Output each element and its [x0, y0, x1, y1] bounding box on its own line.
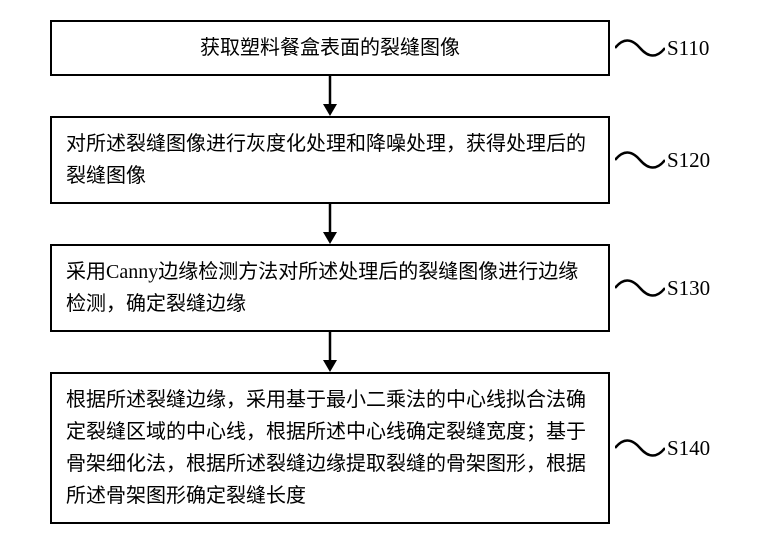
- arrow-down-icon: [320, 76, 340, 116]
- step-text: 采用Canny边缘检测方法对所述处理后的裂缝图像进行边缘检测，确定裂缝边缘: [66, 261, 578, 315]
- arrow-wrap: [50, 332, 610, 372]
- connector-wave-icon: [615, 433, 665, 463]
- step-label: S120: [667, 148, 710, 173]
- step-row: 对所述裂缝图像进行灰度化处理和降噪处理，获得处理后的裂缝图像 S120: [50, 116, 730, 204]
- label-wrap: S140: [615, 433, 710, 463]
- label-wrap: S120: [615, 145, 710, 175]
- connector-wave-icon: [615, 33, 665, 63]
- step-row: 根据所述裂缝边缘，采用基于最小二乘法的中心线拟合法确定裂缝区域的中心线，根据所述…: [50, 372, 730, 524]
- arrow-wrap: [50, 204, 610, 244]
- label-wrap: S130: [615, 273, 710, 303]
- step-box-s110: 获取塑料餐盒表面的裂缝图像: [50, 20, 610, 76]
- step-row: 获取塑料餐盒表面的裂缝图像 S110: [50, 20, 730, 76]
- step-row: 采用Canny边缘检测方法对所述处理后的裂缝图像进行边缘检测，确定裂缝边缘 S1…: [50, 244, 730, 332]
- label-wrap: S110: [615, 33, 709, 63]
- step-text: 获取塑料餐盒表面的裂缝图像: [200, 37, 460, 59]
- step-box-s120: 对所述裂缝图像进行灰度化处理和降噪处理，获得处理后的裂缝图像: [50, 116, 610, 204]
- arrow-wrap: [50, 76, 610, 116]
- step-label: S140: [667, 436, 710, 461]
- step-text: 根据所述裂缝边缘，采用基于最小二乘法的中心线拟合法确定裂缝区域的中心线，根据所述…: [66, 389, 586, 507]
- step-box-s140: 根据所述裂缝边缘，采用基于最小二乘法的中心线拟合法确定裂缝区域的中心线，根据所述…: [50, 372, 610, 524]
- step-box-s130: 采用Canny边缘检测方法对所述处理后的裂缝图像进行边缘检测，确定裂缝边缘: [50, 244, 610, 332]
- step-label: S110: [667, 36, 709, 61]
- connector-wave-icon: [615, 145, 665, 175]
- step-text: 对所述裂缝图像进行灰度化处理和降噪处理，获得处理后的裂缝图像: [66, 133, 586, 187]
- arrow-down-icon: [320, 332, 340, 372]
- connector-wave-icon: [615, 273, 665, 303]
- arrow-down-icon: [320, 204, 340, 244]
- flowchart-container: 获取塑料餐盒表面的裂缝图像 S110 对所述裂缝图像进行灰度化处理和降噪处理，获…: [50, 20, 730, 524]
- step-label: S130: [667, 276, 710, 301]
